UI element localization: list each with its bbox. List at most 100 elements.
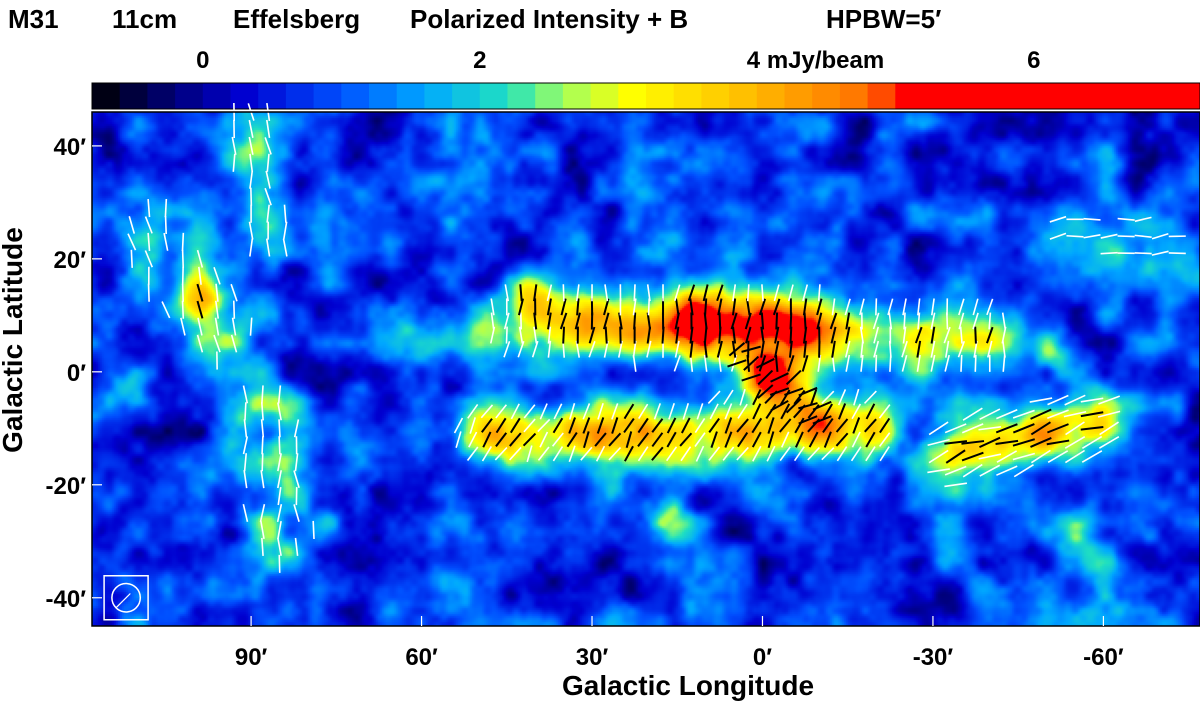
b-vector (944, 440, 968, 445)
b-vector (831, 354, 836, 372)
b-vector (576, 298, 580, 316)
b-vector (680, 417, 691, 434)
b-vector (930, 312, 936, 330)
b-vector (986, 298, 994, 316)
b-vector (802, 298, 808, 316)
colorbar-step (313, 83, 342, 109)
b-vector (603, 298, 610, 316)
b-vector (282, 238, 288, 257)
b-vector (760, 340, 765, 358)
b-vector (774, 340, 780, 358)
x-tick-label: 0′ (753, 644, 772, 671)
b-vector (1117, 235, 1135, 238)
map-canvas (92, 112, 1200, 626)
y-tick-label: -40′ (46, 586, 87, 613)
b-vector (243, 470, 248, 489)
b-vector (1080, 426, 1104, 431)
b-vector (865, 403, 876, 420)
b-vector (816, 298, 823, 316)
b-vector (807, 446, 820, 461)
b-vector (816, 312, 823, 330)
b-vector (261, 385, 264, 404)
b-vector (552, 446, 564, 462)
b-vector (1065, 421, 1085, 436)
b-vector (232, 300, 236, 319)
b-vector (214, 317, 220, 336)
b-vector (978, 453, 1002, 460)
b-vector (702, 284, 709, 302)
b-vector (559, 312, 568, 330)
b-vector (723, 389, 734, 405)
b-vector (523, 404, 536, 419)
b-vector (293, 419, 300, 438)
b-vector (623, 403, 635, 420)
colorbar-step (285, 83, 315, 109)
b-vector (802, 326, 808, 344)
colorbar-step (729, 83, 758, 109)
colorbar-step (396, 83, 425, 109)
b-vector (902, 326, 907, 344)
b-vector (930, 298, 935, 316)
b-vector (1046, 439, 1070, 446)
b-vector (798, 386, 818, 397)
b-vector (453, 417, 464, 434)
b-vector (277, 385, 282, 404)
colorbar-step (618, 83, 647, 109)
map-frame (91, 111, 1200, 627)
b-vector (196, 283, 204, 302)
b-vector (646, 312, 652, 330)
b-vector (651, 446, 664, 461)
b-vector (602, 312, 610, 330)
b-vector (995, 423, 1018, 434)
b-vector (732, 284, 737, 302)
b-vector (731, 298, 737, 316)
b-vector (651, 432, 664, 448)
b-vector (773, 284, 780, 302)
b-vector (821, 447, 835, 461)
b-vector (533, 326, 538, 344)
b-vector (1047, 409, 1069, 419)
b-vector (736, 418, 749, 433)
b-vector (147, 283, 150, 302)
b-vector (695, 445, 705, 462)
b-vector (928, 421, 949, 436)
b-vector (996, 409, 1018, 420)
b-vector (716, 284, 724, 302)
b-vector (523, 418, 536, 433)
b-vector (823, 431, 832, 448)
b-vector (741, 373, 761, 382)
b-vector (518, 326, 524, 344)
b-vector (944, 465, 967, 476)
b-vector (1066, 234, 1084, 238)
b-vector (689, 340, 694, 358)
b-vector (879, 446, 890, 462)
b-vector (161, 301, 171, 319)
b-vector (248, 119, 254, 138)
b-vector (632, 298, 637, 316)
b-vector (1117, 217, 1135, 221)
b-vector (778, 418, 792, 433)
colorbar-step (230, 83, 259, 109)
b-vector (703, 340, 708, 358)
b-vector (916, 354, 921, 372)
b-vector (801, 354, 809, 372)
b-vector (533, 284, 538, 302)
b-vector (230, 283, 238, 302)
b-vector (508, 446, 522, 461)
b-vector (784, 387, 804, 396)
colorbar-step (175, 83, 204, 109)
b-vector (278, 419, 281, 438)
b-vector (760, 326, 765, 344)
b-vector (751, 417, 763, 434)
b-vector (261, 537, 264, 556)
b-vector (668, 403, 675, 420)
b-vector (717, 354, 722, 372)
b-vector (875, 354, 878, 372)
b-vector (845, 312, 851, 330)
b-vector (962, 407, 983, 421)
b-vector (837, 403, 847, 420)
b-vector (675, 326, 680, 344)
b-vector (608, 446, 622, 461)
b-vector (213, 267, 221, 285)
b-vector (632, 340, 637, 358)
